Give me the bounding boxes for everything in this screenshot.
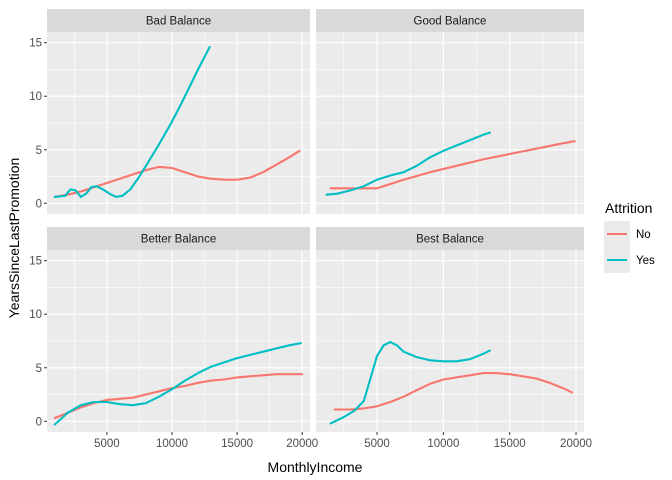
series-line-yes [329,341,491,425]
legend: Attrition No Yes [604,200,655,273]
y-tick-label: 5 [36,363,42,375]
series-line-no [333,372,574,411]
facet-title: Better Balance [141,234,216,246]
legend-label-no: No [636,229,651,241]
series-line-no [329,140,576,190]
facet-strip [47,227,310,250]
legend-title: Attrition [605,200,652,216]
x-tick-label: 15000 [221,438,253,450]
y-tick-label: 15 [29,38,42,50]
y-tick-label: 0 [36,416,42,428]
facet-panel: Good Balance [316,9,584,214]
facet-panel: Better Balance 0 5 10 15 5000 10000 15000 20000 [29,227,318,450]
y-tick-label: 10 [29,309,42,321]
y-axis-title-group: YearsSinceLastPromotion [6,158,22,319]
x-tick-label: 10000 [427,438,459,450]
x-tick-label: 10000 [156,438,188,450]
facet-title: Best Balance [416,234,484,246]
y-tick-label: 5 [36,145,42,157]
facet-panel: Best Balance 5000 10000 15000 20000 [316,227,592,450]
facet-strip [316,227,584,250]
facet-strip [316,9,584,32]
y-tick-label: 10 [29,91,42,103]
y-tick-label: 15 [29,256,42,268]
legend-keys: No Yes [604,221,655,273]
facet-panels: Bad Balance 0 5 10 15 Good Balance Better Bala… [29,9,592,450]
x-tick-label: 15000 [494,438,526,450]
x-tick-label: 20000 [560,438,592,450]
x-tick-label: 5000 [364,438,390,450]
legend-label-yes: Yes [636,255,655,267]
series-line-yes [53,45,211,198]
facet-title: Bad Balance [146,16,211,28]
x-tick-label: 20000 [286,438,318,450]
facet-title: Good Balance [414,16,487,28]
x-tick-label: 5000 [94,438,120,450]
facet-strip [47,9,310,32]
y-axis-title: YearsSinceLastPromotion [6,158,22,319]
facet-panel: Bad Balance 0 5 10 15 [29,9,310,214]
y-tick-label: 0 [36,198,42,210]
series-line-yes [53,342,302,426]
series-line-yes [325,131,491,196]
x-axis-title: MonthlyIncome [268,459,363,475]
